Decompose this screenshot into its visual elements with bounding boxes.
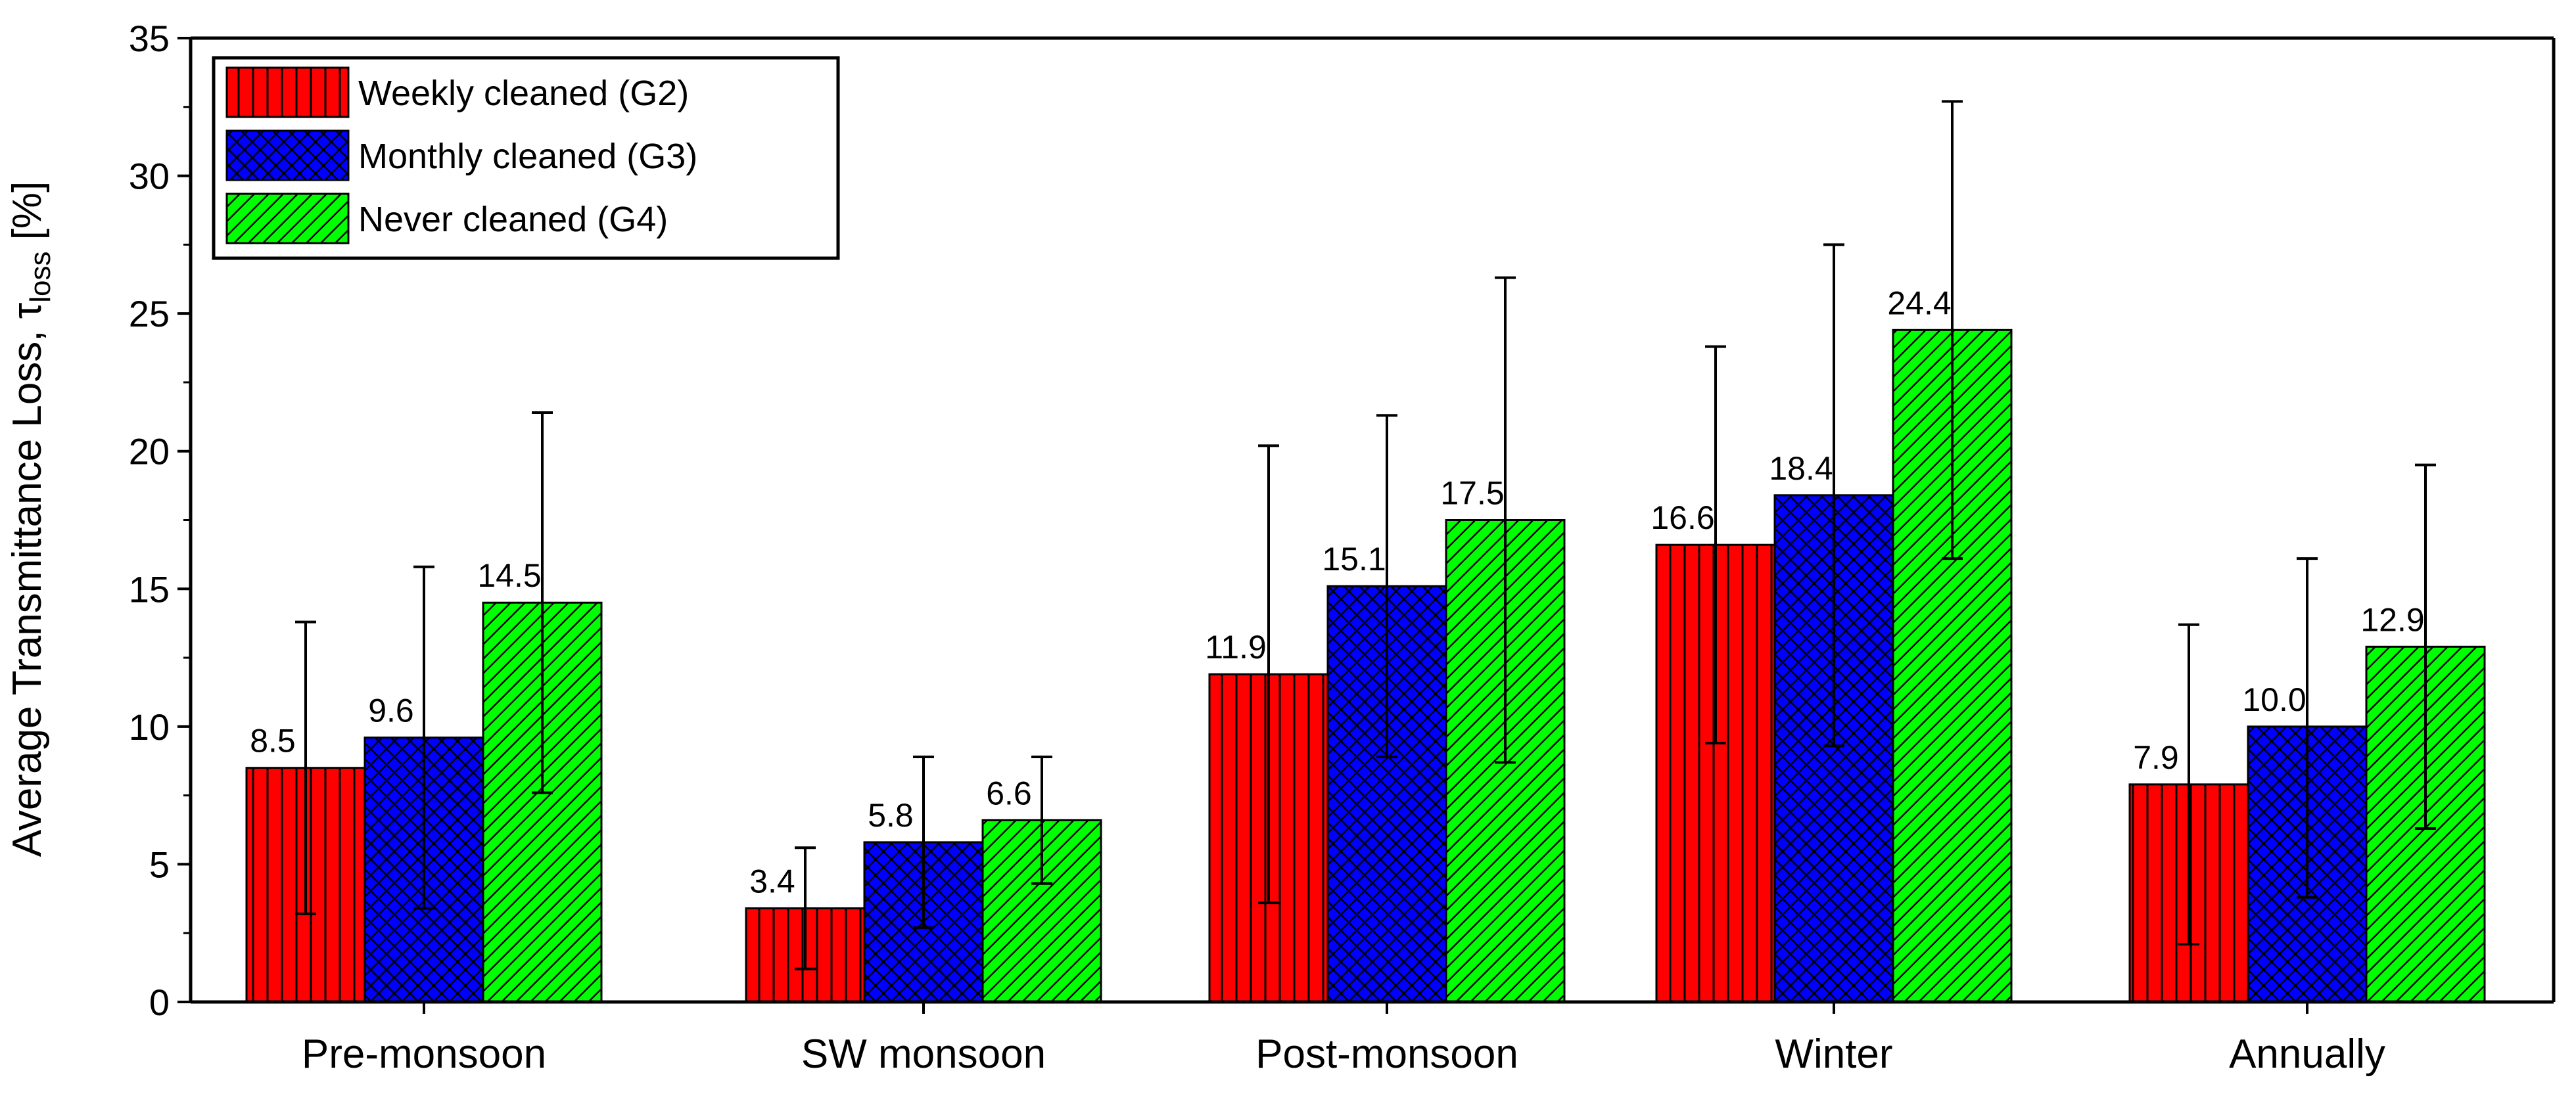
data-label-weekly-pre-monsoon: 8.5 xyxy=(250,723,296,760)
data-label-weekly-post-monsoon: 11.9 xyxy=(1205,629,1267,666)
data-label-weekly-annually: 7.9 xyxy=(2133,739,2179,776)
bars-layer xyxy=(245,329,2486,1003)
y-tick-label-35: 35 xyxy=(129,18,170,59)
data-labels-layer: 8.5 9.6 14.5 3.4 5.8 6.6 11.9 15.1 17.5 16.6 18.4 2… xyxy=(250,284,2424,899)
error-bar-weekly-annually xyxy=(2178,623,2199,945)
y-axis-title-subscript: loss xyxy=(24,252,57,303)
y-tick-label-10: 10 xyxy=(129,706,170,748)
data-label-monthly-annually: 10.0 xyxy=(2242,681,2306,718)
error-bar-weekly-post-monsoon xyxy=(1258,444,1279,905)
error-bar-weekly-pre-monsoon xyxy=(295,620,316,915)
x-tick-label-winter: Winter xyxy=(1775,1032,1892,1077)
legend-swatch-weekly xyxy=(225,66,350,118)
x-tick-label-sw-monsoon: SW monsoon xyxy=(801,1032,1046,1077)
error-bar-never-winter xyxy=(1942,100,1963,560)
x-tick-label-post-monsoon: Post-monsoon xyxy=(1255,1032,1518,1077)
legend: Weekly cleaned (G2) Monthly cleaned (G3)… xyxy=(212,56,840,260)
data-label-never-annually: 12.9 xyxy=(2360,601,2424,638)
y-tick-label-15: 15 xyxy=(129,568,170,610)
error-bar-monthly-sw-monsoon xyxy=(913,755,934,929)
legend-entry-weekly: Weekly cleaned (G2) xyxy=(225,66,689,118)
legend-swatch-never xyxy=(225,193,350,244)
error-bar-never-sw-monsoon xyxy=(1031,755,1052,885)
error-bar-monthly-winter xyxy=(1823,243,1844,748)
y-tick-label-30: 30 xyxy=(129,156,170,197)
y-tick-label-20: 20 xyxy=(129,431,170,472)
legend-swatch-monthly xyxy=(225,129,350,181)
legend-label-monthly: Monthly cleaned (G3) xyxy=(358,137,697,176)
data-label-never-post-monsoon: 17.5 xyxy=(1440,475,1504,512)
data-label-monthly-winter: 18.4 xyxy=(1769,450,1833,487)
data-label-weekly-winter: 16.6 xyxy=(1651,499,1714,536)
y-tick-label-25: 25 xyxy=(129,293,170,334)
y-axis-title-main: Average Transmittance Loss, τ xyxy=(5,303,50,857)
error-bars-layer xyxy=(295,100,2436,970)
error-bar-never-pre-monsoon xyxy=(532,411,553,794)
data-label-never-pre-monsoon: 14.5 xyxy=(477,557,541,594)
data-label-never-winter: 24.4 xyxy=(1887,284,1951,321)
data-label-monthly-sw-monsoon: 5.8 xyxy=(868,797,914,834)
legend-entry-never: Never cleaned (G4) xyxy=(225,193,668,244)
error-bar-monthly-post-monsoon xyxy=(1376,414,1397,758)
y-tick-label-0: 0 xyxy=(149,982,170,1023)
x-tick-label-annually: Annually xyxy=(2229,1032,2385,1077)
axes-layer: Pre-monsoon SW monsoon Post-monsoon Winter A… xyxy=(129,18,2556,1077)
error-bar-never-post-monsoon xyxy=(1495,276,1516,764)
data-label-monthly-pre-monsoon: 9.6 xyxy=(368,693,414,729)
y-axis-title: Average Transmittance Loss, τloss [%] xyxy=(5,181,57,857)
data-label-never-sw-monsoon: 6.6 xyxy=(986,775,1032,811)
x-tick-label-pre-monsoon: Pre-monsoon xyxy=(302,1032,546,1077)
error-bar-weekly-sw-monsoon xyxy=(795,846,816,970)
error-bar-monthly-pre-monsoon xyxy=(413,565,434,910)
error-bar-monthly-annually xyxy=(2297,557,2318,899)
error-bar-weekly-winter xyxy=(1705,345,1726,745)
legend-label-never: Never cleaned (G4) xyxy=(358,200,668,239)
y-axis-title-unit: [%] xyxy=(5,181,50,252)
legend-entry-monthly: Monthly cleaned (G3) xyxy=(225,129,697,181)
data-label-weekly-sw-monsoon: 3.4 xyxy=(749,863,795,899)
legend-label-weekly: Weekly cleaned (G2) xyxy=(358,74,689,113)
data-label-monthly-post-monsoon: 15.1 xyxy=(1322,541,1386,578)
error-bar-never-annually xyxy=(2415,463,2436,830)
y-tick-label-5: 5 xyxy=(149,844,170,885)
